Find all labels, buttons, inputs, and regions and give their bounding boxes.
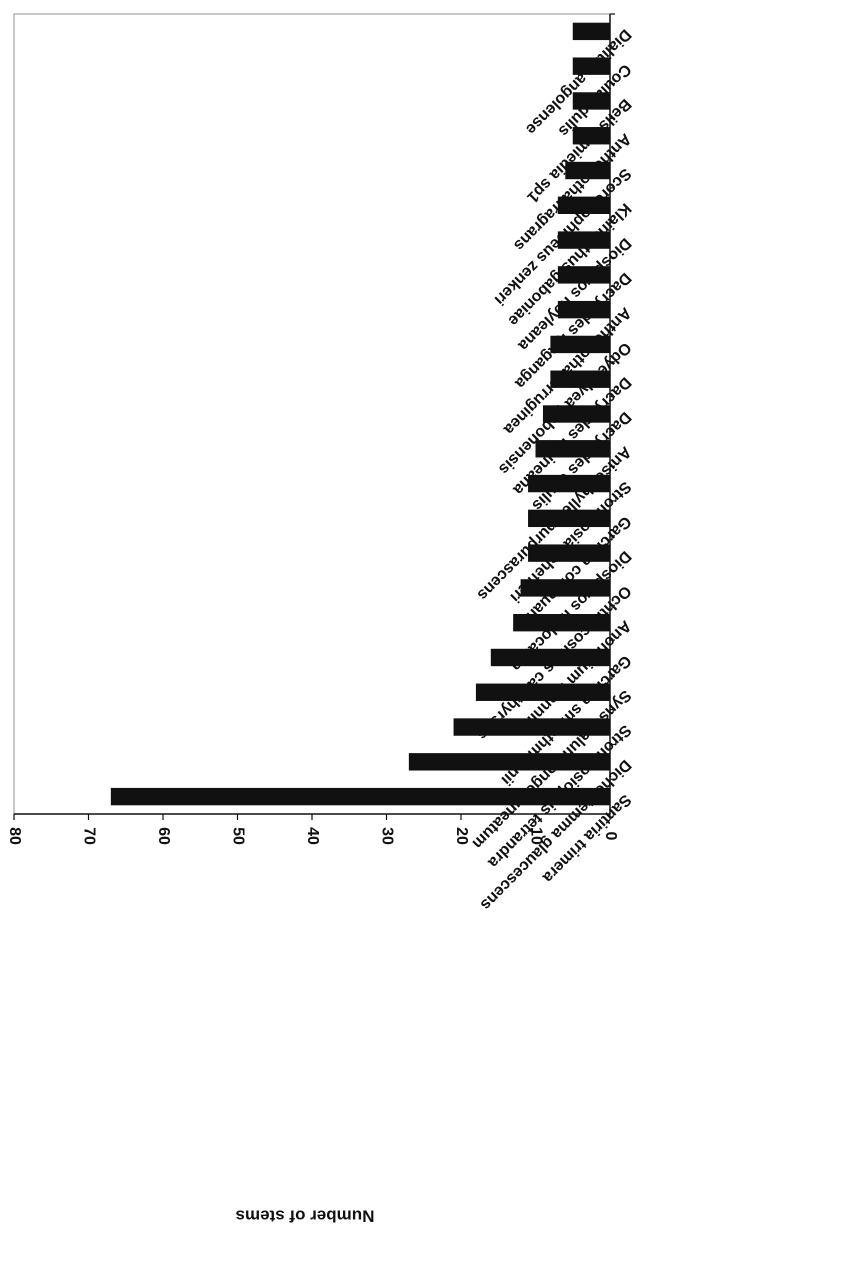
bar <box>528 474 610 493</box>
bars-layer <box>110 22 610 806</box>
bar <box>513 614 610 632</box>
bar <box>572 57 610 75</box>
value-tick-label: 80 <box>6 827 23 845</box>
y-axis-title: Number of stems <box>236 1207 375 1226</box>
bar <box>557 196 610 214</box>
bar <box>572 22 610 41</box>
bar <box>557 266 610 284</box>
ticks-layer: 0 10 20 30 40 50 60 70 80 <box>6 13 619 845</box>
value-tick-label: 70 <box>80 827 97 845</box>
bar <box>565 161 610 180</box>
value-tick-label: 20 <box>453 827 470 845</box>
value-tick-label: 40 <box>304 827 321 845</box>
bar <box>475 683 610 701</box>
bar <box>550 370 610 388</box>
bar <box>520 579 610 597</box>
bar <box>535 440 610 458</box>
bar <box>453 718 610 736</box>
value-tick-label: 10 <box>527 827 544 845</box>
bar <box>542 405 610 423</box>
bar <box>557 231 610 249</box>
bar <box>557 300 610 319</box>
bar <box>110 787 610 806</box>
value-tick-label: 0 <box>602 832 619 841</box>
value-tick-label: 30 <box>378 827 395 845</box>
bar <box>490 648 610 667</box>
bar <box>408 753 610 771</box>
plot-area <box>13 13 611 815</box>
bar <box>528 509 610 528</box>
value-tick-label: 50 <box>229 827 246 845</box>
bar <box>572 127 610 145</box>
bar <box>528 544 610 562</box>
bar <box>550 335 610 354</box>
bar <box>572 92 610 110</box>
value-tick-label: 60 <box>155 827 172 845</box>
